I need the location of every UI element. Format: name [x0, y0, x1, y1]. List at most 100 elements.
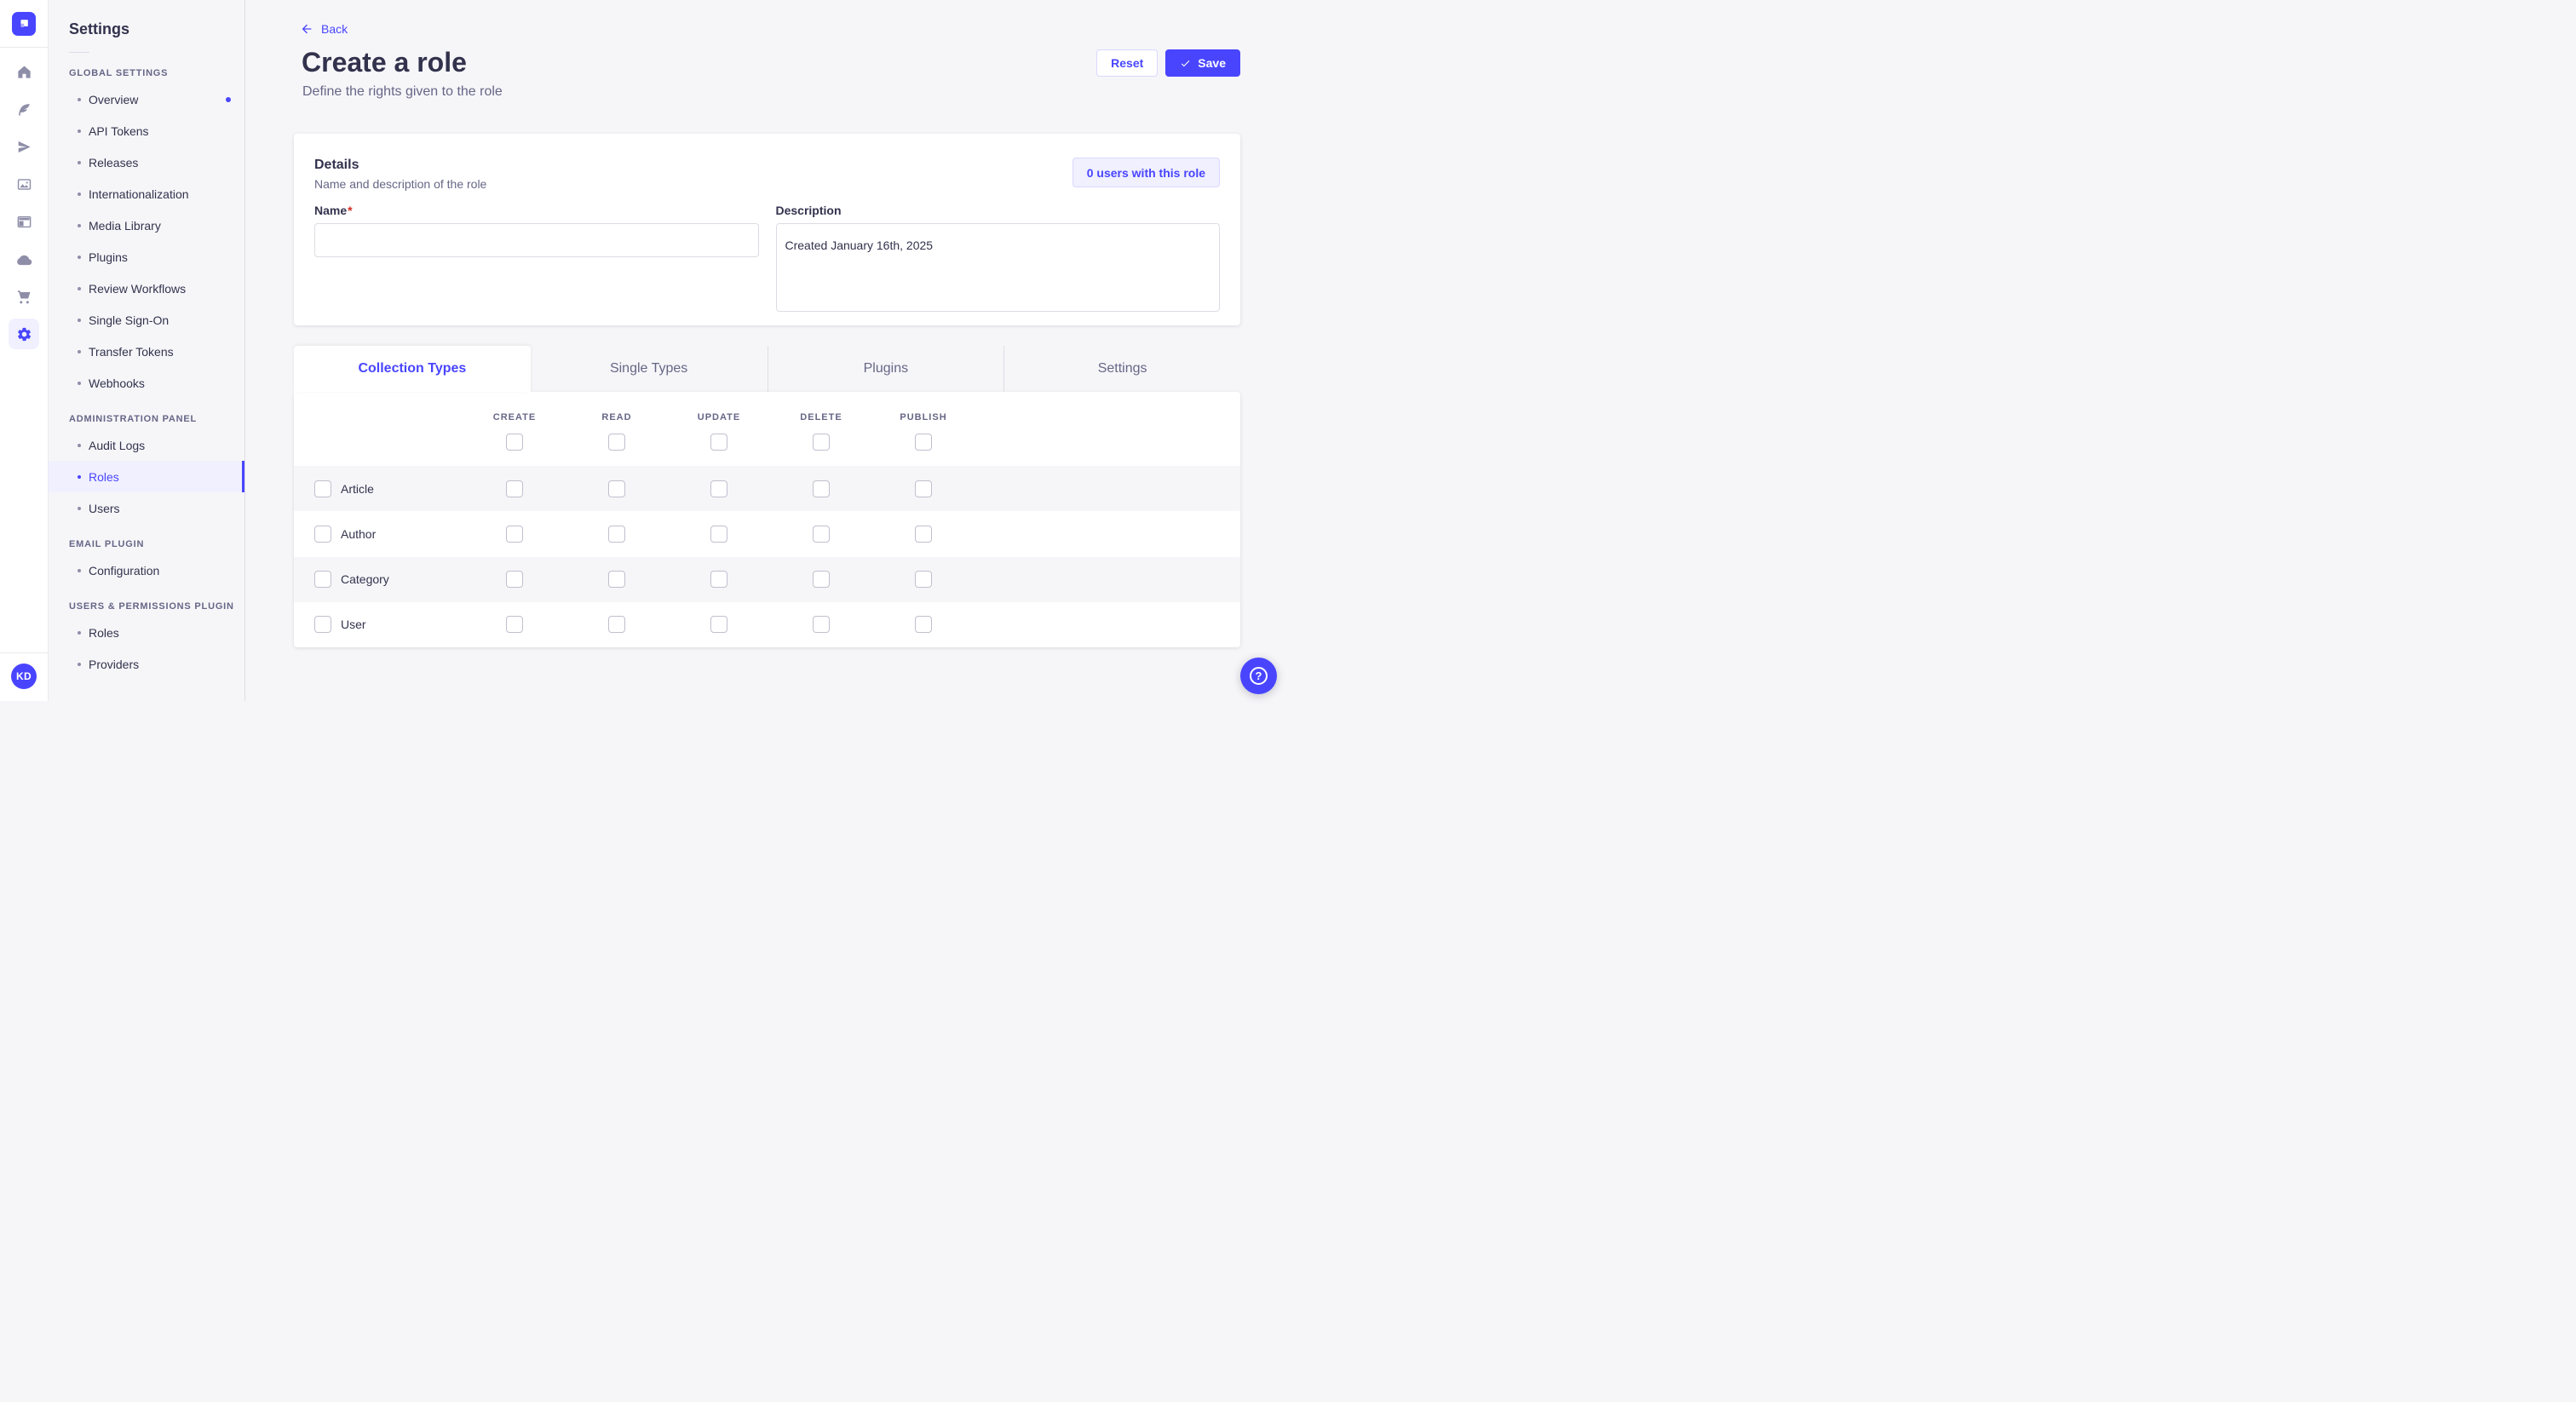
select-all-read-checkbox[interactable]: [608, 434, 625, 451]
user-update-checkbox[interactable]: [710, 616, 727, 634]
category-read-checkbox[interactable]: [608, 571, 625, 589]
user-read-checkbox[interactable]: [608, 616, 625, 634]
permission-cell: [770, 480, 872, 497]
user-publish-checkbox[interactable]: [915, 616, 932, 634]
permission-cell: [566, 525, 668, 543]
permission-cell: [463, 616, 566, 634]
avatar[interactable]: KD: [11, 664, 37, 689]
article-delete-checkbox[interactable]: [813, 480, 830, 497]
bullet-icon: [78, 506, 81, 510]
permissions-card: Collection Types Single Types Plugins Setti…: [294, 346, 1240, 647]
page-title: Create a role: [302, 47, 467, 78]
bullet-icon: [78, 349, 81, 353]
sidebar-item-label: Audit Logs: [89, 438, 146, 452]
sidebar-item-label: Releases: [89, 155, 139, 170]
select-row-checkbox[interactable]: [314, 616, 331, 634]
select-all-create-checkbox[interactable]: [506, 434, 523, 451]
sidebar-item-roles[interactable]: Roles: [49, 461, 244, 492]
strapi-logo[interactable]: [12, 12, 36, 36]
rail-content-type-builder-icon[interactable]: [9, 206, 39, 237]
permissions-panel: CREATE READ UPDATE DELETE PUBLISH Article Aut…: [294, 392, 1240, 647]
category-update-checkbox[interactable]: [710, 571, 727, 589]
rail-cloud-icon[interactable]: [9, 244, 39, 274]
category-create-checkbox[interactable]: [506, 571, 523, 589]
sidebar-item-label: API Tokens: [89, 124, 149, 138]
sidebar-item-overview[interactable]: Overview: [49, 83, 244, 115]
permission-cell: [770, 616, 872, 634]
rail-deploy-icon[interactable]: [9, 131, 39, 162]
author-update-checkbox[interactable]: [710, 525, 727, 543]
user-create-checkbox[interactable]: [506, 616, 523, 634]
sidebar-item-label: Media Library: [89, 218, 161, 233]
table-row-user: User: [294, 602, 1240, 647]
select-row-checkbox[interactable]: [314, 480, 331, 497]
article-update-checkbox[interactable]: [710, 480, 727, 497]
author-delete-checkbox[interactable]: [813, 525, 830, 543]
sidebar-item-configuration[interactable]: Configuration: [49, 554, 244, 586]
bullet-icon: [78, 97, 81, 101]
rail-content-manager-icon[interactable]: [9, 94, 39, 124]
sidebar-item-audit-logs[interactable]: Audit Logs: [49, 429, 244, 461]
select-all-publish-checkbox[interactable]: [915, 434, 932, 451]
bullet-icon: [78, 192, 81, 196]
permission-cell: [566, 480, 668, 497]
select-row-checkbox[interactable]: [314, 525, 331, 543]
tab-collection-types[interactable]: Collection Types: [294, 346, 531, 392]
description-textarea[interactable]: Created January 16th, 2025: [775, 223, 1220, 312]
article-read-checkbox[interactable]: [608, 480, 625, 497]
tab-single-types[interactable]: Single Types: [609, 361, 688, 376]
name-input[interactable]: [314, 223, 759, 257]
column-header-delete: DELETE: [770, 392, 872, 466]
sidebar-item-media-library[interactable]: Media Library: [49, 210, 244, 241]
author-create-checkbox[interactable]: [506, 525, 523, 543]
sidebar-item-providers[interactable]: Providers: [49, 648, 244, 680]
user-delete-checkbox[interactable]: [813, 616, 830, 634]
users-with-role-badge[interactable]: 0 users with this role: [1072, 158, 1220, 187]
select-row-checkbox[interactable]: [314, 571, 331, 589]
bullet-icon: [78, 223, 81, 227]
sidebar-item-releases[interactable]: Releases: [49, 147, 244, 178]
sidebar-item-review-workflows[interactable]: Review Workflows: [49, 273, 244, 304]
required-asterisk: *: [348, 204, 353, 217]
column-label: CREATE: [492, 412, 537, 422]
article-create-checkbox[interactable]: [506, 480, 523, 497]
bullet-icon: [78, 318, 81, 322]
sidebar-item-users[interactable]: Users: [49, 492, 244, 524]
sidebar-item-single-sign-on[interactable]: Single Sign-On: [49, 304, 244, 336]
details-card: Details Name and description of the role…: [294, 134, 1240, 325]
permission-cell: [668, 571, 770, 589]
column-label: DELETE: [800, 412, 842, 422]
category-publish-checkbox[interactable]: [915, 571, 932, 589]
bullet-icon: [78, 662, 81, 666]
sidebar-item-plugins[interactable]: Plugins: [49, 241, 244, 273]
author-publish-checkbox[interactable]: [915, 525, 932, 543]
sidebar-item-transfer-tokens[interactable]: Transfer Tokens: [49, 336, 244, 367]
select-all-delete-checkbox[interactable]: [813, 434, 830, 451]
strapi-logo-icon: [20, 20, 28, 27]
rail-media-library-icon[interactable]: [9, 169, 39, 199]
notification-dot-icon: [226, 96, 231, 102]
rail-home-icon[interactable]: [9, 56, 39, 87]
article-publish-checkbox[interactable]: [915, 480, 932, 497]
sidebar-item-label: Transfer Tokens: [89, 344, 174, 359]
author-read-checkbox[interactable]: [608, 525, 625, 543]
column-label: READ: [601, 412, 632, 422]
back-link[interactable]: Back: [300, 22, 348, 36]
tab-plugins[interactable]: Plugins: [767, 346, 1004, 392]
sidebar-item-webhooks[interactable]: Webhooks: [49, 367, 244, 399]
sidebar-item-api-tokens[interactable]: API Tokens: [49, 115, 244, 147]
sidebar-item-roles[interactable]: Roles: [49, 617, 244, 648]
tab-settings[interactable]: Settings: [1003, 346, 1240, 392]
bullet-icon: [78, 443, 81, 447]
table-row-category: Category: [294, 556, 1240, 602]
help-button[interactable]: ?: [1240, 658, 1277, 694]
name-field-label: Name*: [314, 204, 353, 217]
reset-button[interactable]: Reset: [1096, 49, 1159, 77]
save-button[interactable]: Save: [1165, 49, 1240, 77]
category-delete-checkbox[interactable]: [813, 571, 830, 589]
rail-settings-icon[interactable]: [9, 319, 39, 349]
select-all-update-checkbox[interactable]: [710, 434, 727, 451]
rail-marketplace-icon[interactable]: [9, 281, 39, 312]
sidebar-item-internationalization[interactable]: Internationalization: [49, 178, 244, 210]
permission-cell: [770, 571, 872, 589]
